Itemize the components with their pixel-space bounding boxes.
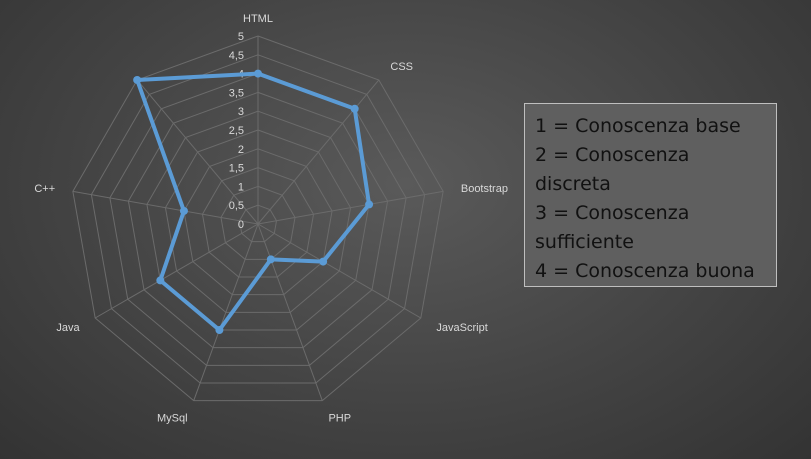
legend-line-4: 4 = Conoscenza buona — [535, 260, 755, 282]
category-label: Bootstrap — [461, 183, 508, 195]
data-point — [133, 75, 142, 84]
data-point — [266, 255, 275, 264]
category-label: HTML — [243, 13, 273, 25]
grid-spoke — [257, 223, 422, 319]
category-label: CSS — [390, 61, 413, 73]
data-point — [156, 276, 165, 285]
grid-ring — [90, 54, 426, 384]
tick-label: 4,5 — [229, 50, 244, 62]
grid-spoke — [136, 79, 259, 225]
category-labels: HTML CSS Bootstrap JavaScript PHP MySql Java C+… — [34, 13, 508, 425]
grid-spoke — [257, 79, 380, 225]
grid-ring — [72, 35, 444, 402]
tick-label: 2,5 — [229, 125, 244, 137]
grid-spoke — [257, 190, 444, 225]
grid-ring — [183, 148, 333, 296]
category-label: PHP — [328, 413, 351, 425]
data-point — [254, 69, 262, 78]
grid-spoke — [72, 190, 259, 225]
series-layer — [133, 69, 374, 334]
tick-label: 5 — [238, 31, 244, 43]
data-point — [365, 200, 374, 209]
grid-ring — [220, 185, 296, 260]
tick-label: 3 — [238, 106, 244, 118]
grid-ring — [164, 129, 352, 313]
category-label: MySql — [157, 413, 188, 425]
grid-ring — [109, 73, 407, 366]
legend-line-1: 1 = Conoscenza base — [535, 115, 741, 137]
legend-text-box: 1 = Conoscenza base 2 = Conoscenza discr… — [524, 103, 777, 287]
radial-tick-labels: 00,511,522,533,544,55 — [229, 31, 244, 231]
tick-label: 1,5 — [229, 163, 244, 175]
tick-label: 0,5 — [229, 200, 244, 212]
legend-line-2: 2 = Conoscenza discreta — [535, 144, 690, 195]
tick-label: 0 — [238, 219, 244, 231]
category-label: JavaScript — [436, 322, 487, 334]
grid-spoke — [257, 223, 323, 401]
category-label: Java — [56, 322, 80, 334]
grid-spoke — [94, 223, 259, 319]
grid-ring — [127, 91, 389, 349]
grid-spoke — [193, 223, 259, 401]
data-point — [215, 325, 224, 334]
category-label: C++ — [34, 183, 55, 195]
data-point — [319, 257, 328, 266]
series-line — [135, 71, 372, 332]
grid-ring — [146, 110, 370, 331]
tick-label: 1 — [238, 181, 244, 193]
data-point — [350, 104, 359, 113]
legend-line-3: 3 = Conoscenza sufficiente — [535, 202, 690, 253]
tick-label: 2 — [238, 144, 244, 156]
radar-grid — [72, 35, 444, 402]
data-point — [179, 206, 188, 215]
grid-ring — [238, 204, 278, 243]
tick-label: 3,5 — [229, 87, 244, 99]
